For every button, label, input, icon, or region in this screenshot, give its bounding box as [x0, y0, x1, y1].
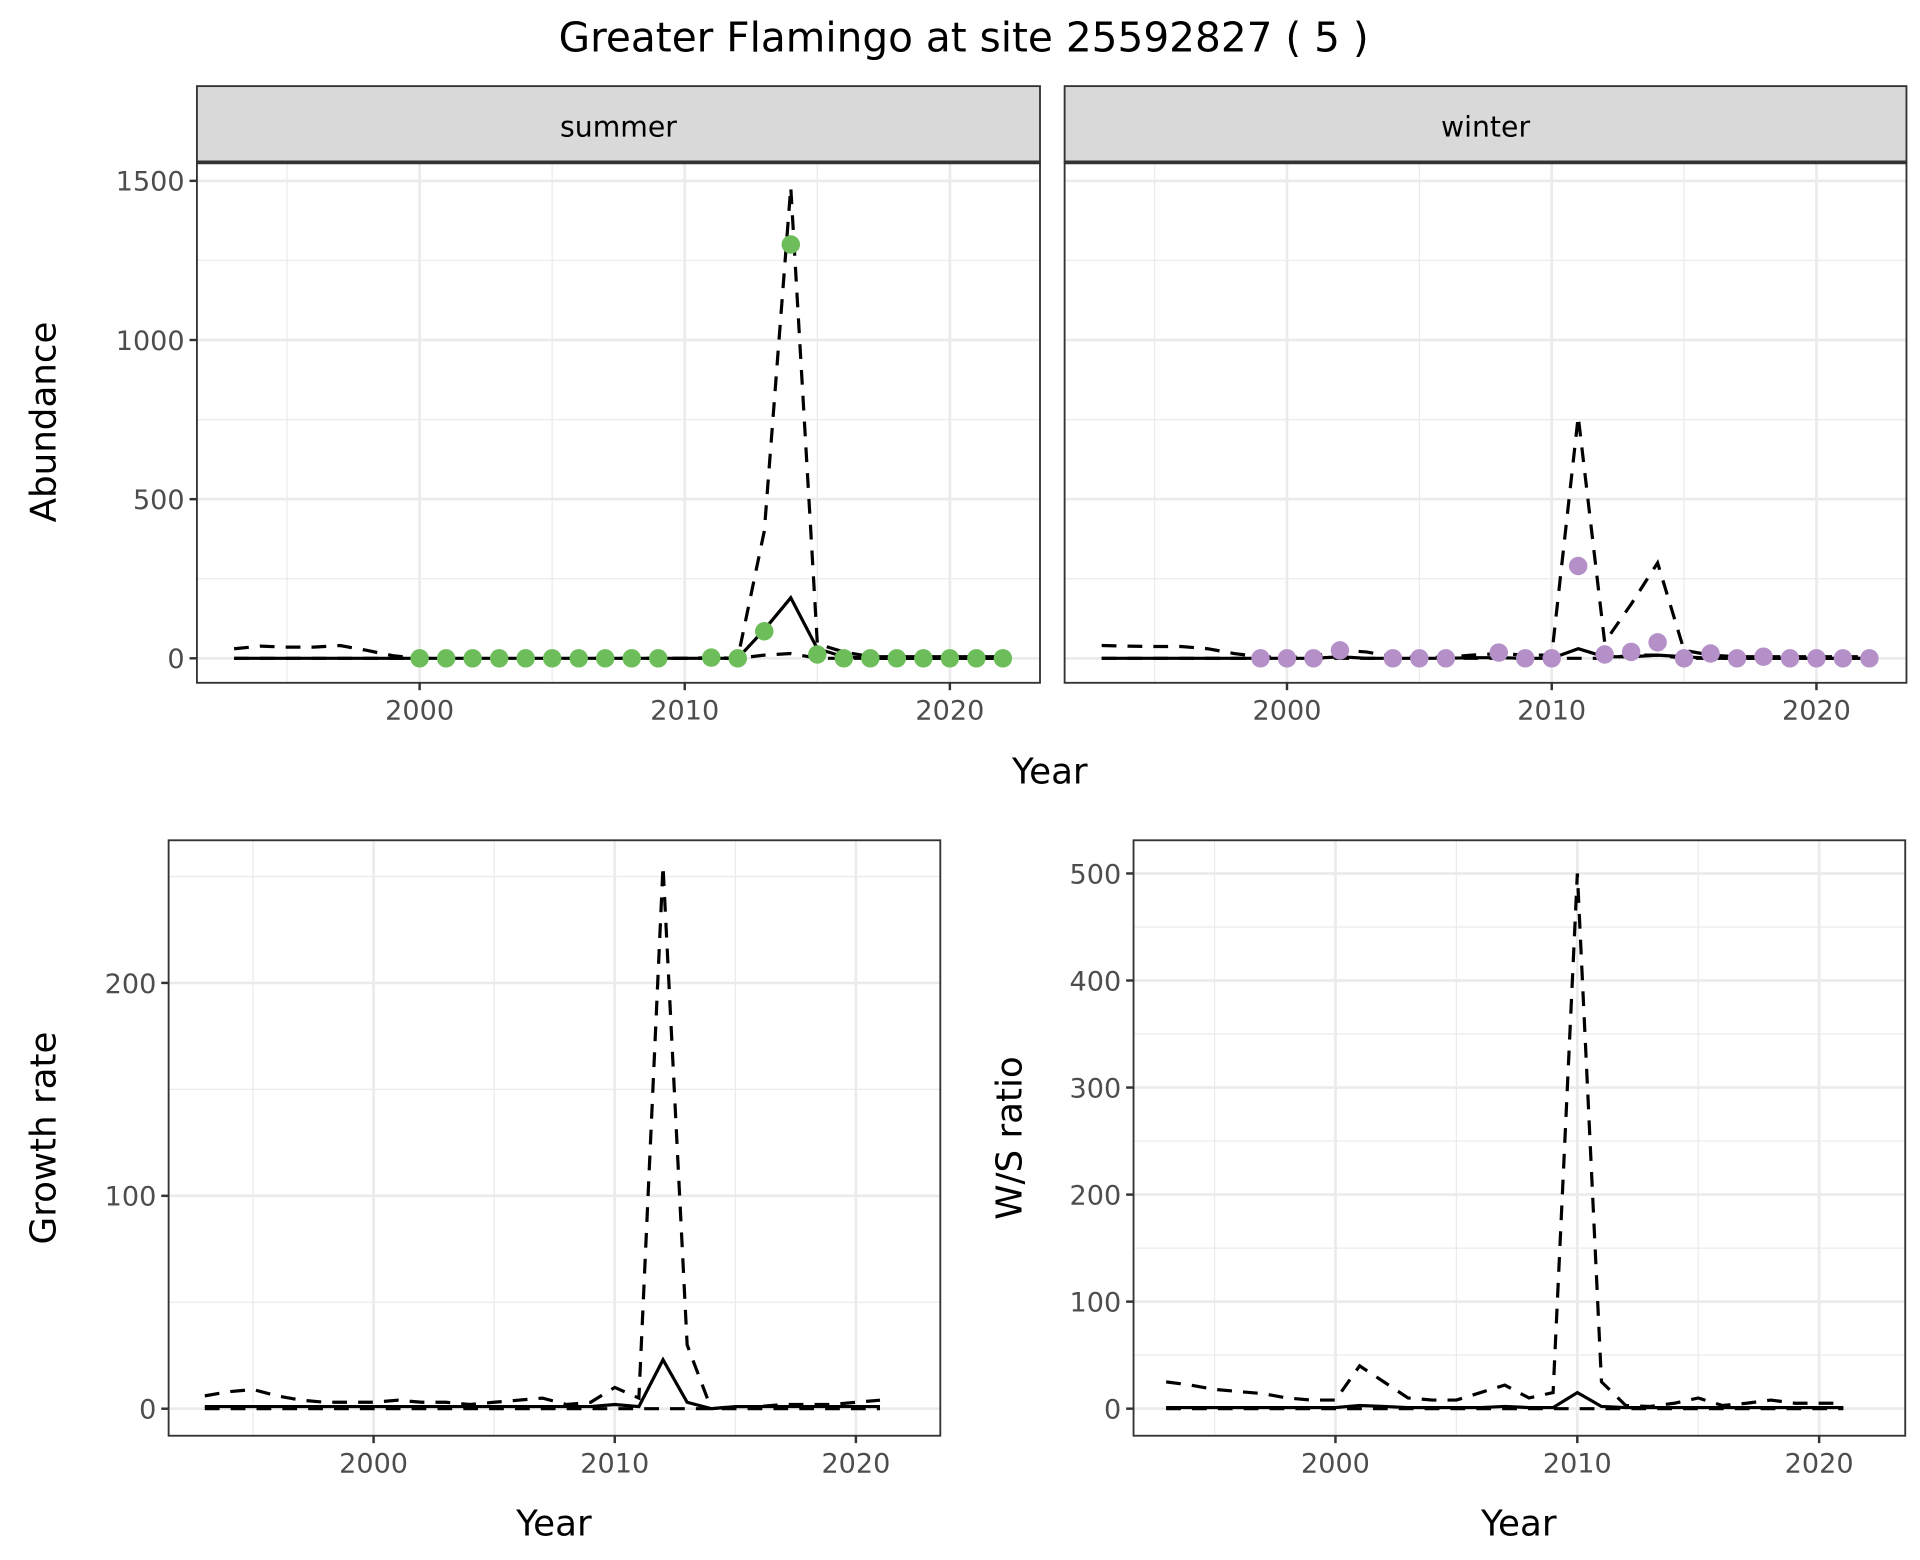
y-tick-label: 100: [105, 1182, 157, 1213]
x-tick-label: 2010: [580, 1449, 649, 1480]
data-point: [808, 645, 827, 664]
data-point: [887, 649, 907, 668]
data-point: [1621, 642, 1641, 662]
y-tick-label: 1000: [116, 326, 185, 357]
data-point: [1277, 649, 1297, 668]
data-point: [1516, 649, 1535, 668]
data-point: [967, 649, 986, 668]
data-point: [861, 649, 880, 668]
facet-strip: [196, 85, 1041, 164]
figure-title: Greater Flamingo at site 25592827 ( 5 ): [559, 14, 1369, 62]
data-point: [516, 649, 535, 668]
y-tick-label: 100: [1070, 1287, 1122, 1318]
y-tick-label: 500: [1070, 859, 1122, 890]
x-tick-label: 2010: [1543, 1449, 1612, 1480]
data-point: [463, 649, 482, 668]
plot-background: [1064, 162, 1907, 683]
data-point: [1436, 649, 1456, 668]
plot-background: [196, 162, 1040, 683]
data-point: [781, 235, 801, 254]
data-point: [436, 649, 456, 668]
data-point: [834, 649, 854, 668]
y-tick-label: 500: [133, 485, 185, 516]
data-point: [1860, 649, 1879, 668]
y-tick-label: 0: [167, 644, 184, 675]
data-point: [1701, 644, 1720, 663]
x-axis-title-growth: Year: [515, 1503, 592, 1544]
panel-growth-rate: 0 100 200 2000 2010 2020: [105, 839, 942, 1480]
x-tick-label: 2010: [1517, 696, 1586, 727]
y-tick-label: 0: [1104, 1395, 1121, 1426]
x-tick-label: 2000: [385, 696, 454, 727]
data-point: [1489, 643, 1509, 662]
data-point: [914, 649, 933, 668]
data-point: [1251, 649, 1270, 668]
data-point: [1568, 556, 1588, 576]
data-point: [1780, 649, 1800, 668]
plot-background: [168, 840, 941, 1436]
data-point: [569, 649, 588, 668]
dashed-line-series-1: [1165, 873, 1844, 1409]
x-tick-label: 2020: [915, 696, 984, 727]
x-tick-label: 2000: [1253, 696, 1322, 727]
data-point: [702, 648, 721, 667]
x-axis-title-top: Year: [1011, 752, 1088, 793]
y-tick-label: 1500: [116, 167, 185, 198]
x-tick-label: 2000: [1301, 1449, 1370, 1480]
data-point: [648, 649, 668, 668]
dashed-line-series-1: [204, 865, 881, 1411]
data-point: [542, 649, 562, 668]
data-point: [1542, 649, 1561, 668]
data-point: [1595, 645, 1614, 664]
y-tick-label: 200: [105, 969, 157, 1000]
y-tick-label: 300: [1070, 1073, 1122, 1104]
panel-winter: 2000 2010 2020 winter: [1063, 85, 1908, 727]
data-point: [1807, 649, 1826, 668]
data-point: [595, 649, 615, 668]
data-point: [728, 649, 747, 668]
data-point: [1648, 633, 1667, 652]
x-tick-label: 2000: [339, 1449, 408, 1480]
panel-border: [1132, 839, 1907, 1437]
facet-label-summer: summer: [560, 111, 677, 144]
data-point: [1833, 649, 1853, 668]
data-point: [993, 649, 1013, 668]
y-axis-title-abundance: Abundance: [23, 322, 64, 523]
x-tick-label: 2020: [1785, 1449, 1854, 1480]
data-point: [1674, 649, 1694, 668]
y-axis-title-ws: W/S ratio: [990, 1056, 1031, 1219]
x-tick-label: 2010: [650, 696, 719, 727]
y-axis-title-growth: Growth rate: [23, 1032, 64, 1245]
data-point: [1330, 641, 1350, 660]
panel-w-s-ratio: 0 100 200 300 400 500 2000 2010 2020: [1070, 839, 1907, 1480]
y-tick-label: 0: [139, 1395, 156, 1426]
x-axis-title-ws: Year: [1480, 1503, 1557, 1544]
y-tick-label: 200: [1070, 1180, 1122, 1211]
data-point: [1754, 647, 1773, 666]
data-point: [489, 649, 509, 668]
data-point: [622, 649, 641, 668]
x-tick-label: 2020: [821, 1449, 890, 1480]
facet-label-winter: winter: [1441, 111, 1530, 144]
panel-summer: 0 500 1000 1500 2000 2010 2020 summer: [116, 85, 1041, 727]
x-tick-label: 2020: [1782, 696, 1851, 727]
data-point: [1410, 649, 1429, 668]
data-point: [940, 649, 960, 668]
data-point: [1383, 649, 1403, 668]
data-point: [1304, 649, 1323, 668]
panel-border: [167, 839, 942, 1437]
data-point: [1727, 649, 1747, 668]
plot-background: [1133, 840, 1906, 1436]
data-point: [410, 649, 429, 668]
data-point: [755, 622, 774, 641]
y-tick-label: 400: [1070, 966, 1122, 997]
